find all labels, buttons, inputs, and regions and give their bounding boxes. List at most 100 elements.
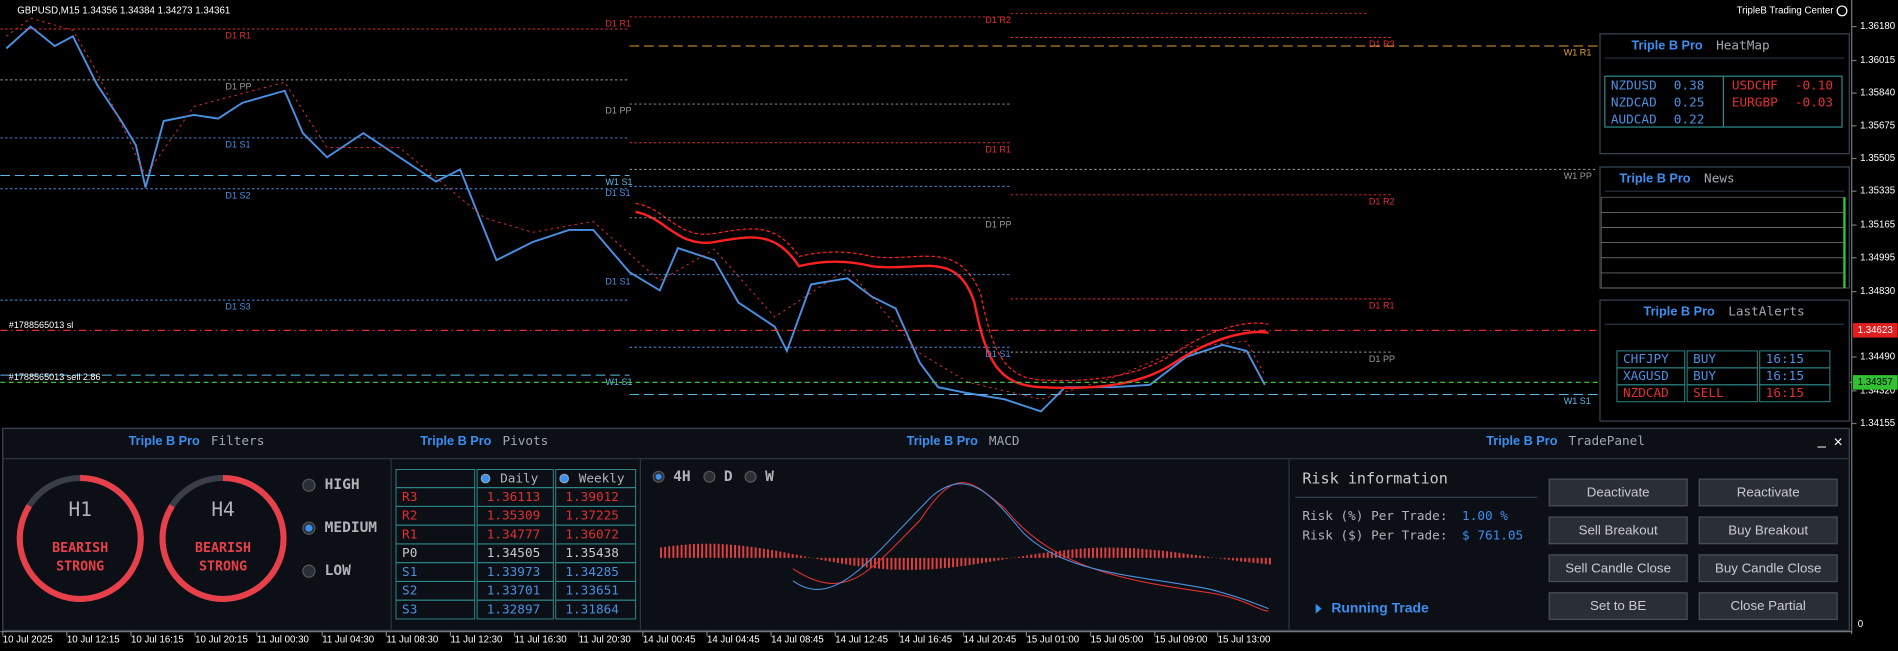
trade-button[interactable] bbox=[1698, 554, 1838, 583]
trade-button[interactable] bbox=[1698, 592, 1838, 621]
time-label: 10 Jul 2025 bbox=[3, 635, 53, 646]
gauge-strength: STRONG bbox=[56, 559, 104, 574]
heatmap-value: 0.38 bbox=[1674, 77, 1705, 92]
time-label: 10 Jul 20:15 bbox=[195, 635, 248, 646]
pivot-cell bbox=[395, 599, 476, 620]
pivot-cell bbox=[476, 599, 554, 620]
section-title: MACD bbox=[989, 433, 1020, 448]
section-title: Filters bbox=[211, 433, 264, 448]
radio[interactable] bbox=[744, 470, 757, 483]
time-label: 14 Jul 08:45 bbox=[771, 635, 824, 646]
pivot-text: R1 bbox=[402, 526, 417, 541]
pivot-text: 1.33701 bbox=[487, 583, 540, 598]
order-label: #1788565013 sell 2.86 bbox=[9, 372, 101, 382]
alert-text: 16:15 bbox=[1766, 368, 1804, 383]
trade-button-label[interactable]: Sell Candle Close bbox=[1565, 560, 1671, 575]
alert-text: NZDCAD bbox=[1623, 385, 1669, 400]
level-label: W1 PP bbox=[1564, 171, 1592, 181]
panel-brand: Triple B Pro bbox=[1619, 171, 1690, 185]
section-title: Pivots bbox=[502, 433, 548, 448]
trade-button-label[interactable]: Close Partial bbox=[1730, 598, 1805, 613]
side-panel bbox=[1599, 33, 1850, 155]
panel-brand: Triple B Pro bbox=[1644, 305, 1715, 319]
trade-button[interactable] bbox=[1698, 478, 1838, 507]
price-label: 1.35335 bbox=[1860, 186, 1895, 197]
heatmap-symbol: NZDCAD bbox=[1611, 94, 1657, 109]
trade-button[interactable] bbox=[1698, 516, 1838, 545]
brand-title: TripleB Trading Center bbox=[1737, 5, 1835, 16]
macd-timeframe: W bbox=[765, 469, 774, 485]
close-button[interactable]: × bbox=[1834, 434, 1843, 451]
filter-option: MEDIUM bbox=[325, 520, 378, 536]
pivot-text: 1.34777 bbox=[487, 526, 540, 541]
level-label: D1 S1 bbox=[225, 140, 250, 150]
panel-title: News bbox=[1704, 171, 1735, 186]
time-label: 14 Jul 16:45 bbox=[899, 635, 952, 646]
heatmap-symbol: AUDCAD bbox=[1611, 111, 1657, 126]
running-arrow[interactable] bbox=[1315, 603, 1322, 614]
sl-tag-bg bbox=[1852, 323, 1898, 338]
trade-button[interactable] bbox=[1548, 554, 1688, 583]
radio[interactable] bbox=[302, 478, 316, 492]
pivot-text: 1.37225 bbox=[565, 508, 618, 523]
radio[interactable] bbox=[559, 473, 570, 484]
price-label: 1.34490 bbox=[1860, 352, 1895, 363]
moving-average bbox=[635, 210, 1269, 390]
alert-text: XAGUSD bbox=[1623, 368, 1669, 383]
time-label: 11 Jul 08:30 bbox=[386, 635, 438, 646]
panel-brand: Triple B Pro bbox=[1631, 38, 1702, 52]
radio[interactable] bbox=[302, 564, 316, 578]
gauge-strength: STRONG bbox=[199, 559, 247, 574]
trade-button[interactable] bbox=[1548, 516, 1688, 545]
trade-button-label[interactable]: Buy Breakout bbox=[1728, 522, 1808, 537]
pivot-text: S1 bbox=[402, 564, 417, 579]
minimize-button[interactable]: _ bbox=[1817, 432, 1827, 448]
trade-button-label[interactable]: Set to BE bbox=[1590, 598, 1646, 613]
pivot-text: P0 bbox=[402, 545, 417, 560]
level-label: D1 S1 bbox=[985, 349, 1010, 359]
alert-text: BUY bbox=[1693, 368, 1716, 383]
level-label: D1 PP bbox=[1369, 354, 1395, 364]
time-label: 14 Jul 00:45 bbox=[643, 635, 696, 646]
heatmap-symbol: EURGBP bbox=[1732, 94, 1778, 109]
price-label: 1.35505 bbox=[1860, 153, 1895, 164]
level-label: D1 R2 bbox=[985, 15, 1011, 25]
heatmap-value: -0.03 bbox=[1795, 94, 1833, 109]
brand-icon[interactable] bbox=[1836, 5, 1848, 17]
risk-value: $ 761.05 bbox=[1462, 528, 1523, 543]
trade-button-label[interactable]: Buy Candle Close bbox=[1715, 560, 1821, 575]
indicator-zero: 0 bbox=[1858, 619, 1863, 630]
moving-average-band bbox=[635, 202, 1269, 382]
trade-button-label[interactable]: Reactivate bbox=[1737, 485, 1800, 500]
order-label: #1788565013 sl bbox=[9, 320, 74, 330]
trade-button[interactable] bbox=[1548, 478, 1688, 507]
level-label: D1 S3 bbox=[225, 302, 250, 312]
level-label: W1 S1 bbox=[605, 377, 632, 387]
time-label: 15 Jul 13:00 bbox=[1218, 635, 1271, 646]
radio[interactable] bbox=[703, 470, 716, 483]
trade-button-label[interactable]: Sell Breakout bbox=[1579, 522, 1658, 537]
pivot-text: 1.34285 bbox=[565, 564, 618, 579]
heatmap-value: 0.22 bbox=[1674, 111, 1705, 126]
heatmap-symbol: NZDUSD bbox=[1611, 77, 1657, 92]
running-trade[interactable]: Running Trade bbox=[1331, 599, 1429, 615]
trade-button[interactable] bbox=[1548, 592, 1688, 621]
risk-value: 1.00 % bbox=[1462, 508, 1508, 523]
level-label: D1 S1 bbox=[605, 188, 630, 198]
trade-button-label[interactable]: Deactivate bbox=[1587, 485, 1650, 500]
level-label: D1 R2 bbox=[1369, 196, 1395, 206]
price-label: 1.35840 bbox=[1860, 88, 1895, 99]
time-label: 14 Jul 12:45 bbox=[835, 635, 888, 646]
pivot-text: 1.35438 bbox=[565, 545, 618, 560]
gauge-timeframe: H1 bbox=[69, 498, 92, 521]
pivot-text: S3 bbox=[402, 601, 417, 616]
price-label: 1.34320 bbox=[1860, 385, 1895, 396]
alert-text: 16:15 bbox=[1766, 385, 1804, 400]
time-label: 11 Jul 16:30 bbox=[515, 635, 567, 646]
pivot-cell bbox=[555, 599, 637, 620]
alert-cell bbox=[1759, 384, 1831, 403]
radio[interactable] bbox=[480, 473, 491, 484]
time-label: 11 Jul 12:30 bbox=[450, 635, 502, 646]
